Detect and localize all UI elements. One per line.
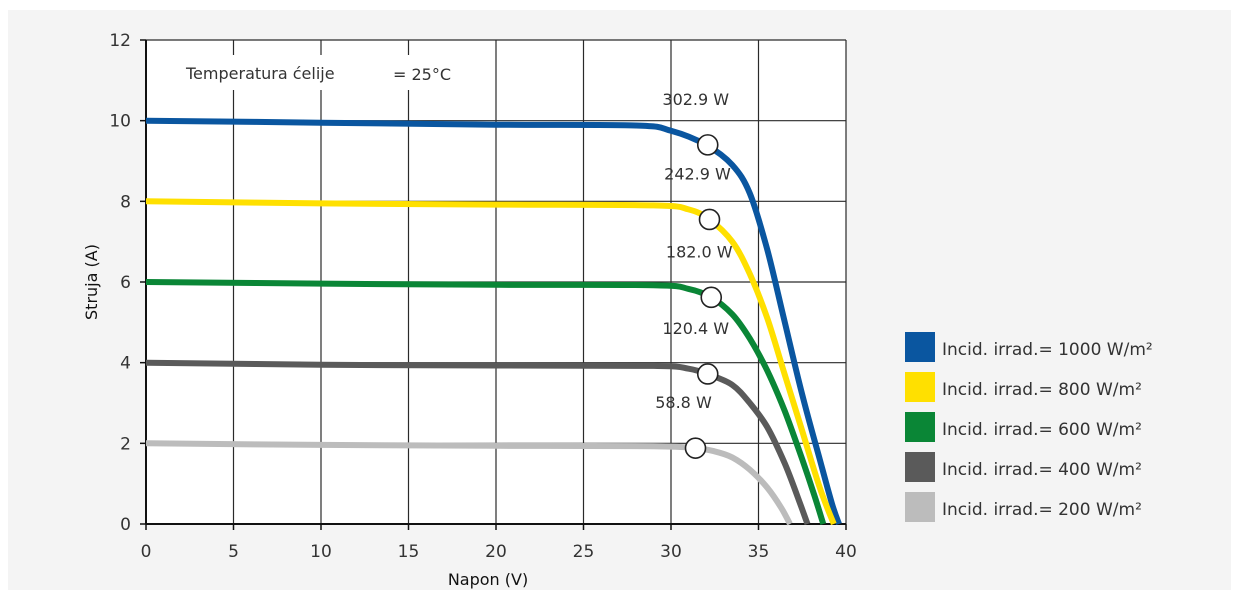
legend-label-2: Incid. irrad.= 600 W/m² <box>942 420 1142 440</box>
y-tick-label: 10 <box>109 112 131 132</box>
legend-label-4: Incid. irrad.= 200 W/m² <box>942 500 1142 520</box>
mpp-marker-4 <box>684 437 707 459</box>
mpp-label-1: 242.9 W <box>664 164 731 183</box>
mpp-marker-0 <box>696 134 719 156</box>
legend: Incid. irrad.= 1000 W/m² Incid. irrad.= 8… <box>905 332 1153 522</box>
mpp-label-3: 120.4 W <box>662 319 729 338</box>
x-tick-label: 15 <box>398 542 420 562</box>
y-tick-label: 8 <box>120 192 131 212</box>
mpp-marker-2 <box>700 286 723 309</box>
x-tick-label: 5 <box>228 542 239 562</box>
y-tick-label: 12 <box>109 31 131 51</box>
legend-swatch-3 <box>905 452 935 482</box>
annotation-value: = 25°C <box>393 65 451 84</box>
x-tick-label: 40 <box>835 542 857 562</box>
x-axis-label: Napon (V) <box>448 570 528 589</box>
legend-swatch-1 <box>905 372 935 402</box>
series-line-0 <box>145 117 842 526</box>
mpp-label-4: 58.8 W <box>655 393 712 412</box>
y-tick-label: 4 <box>120 354 131 374</box>
legend-swatch-4 <box>905 492 935 522</box>
legend-swatch-2 <box>905 412 935 442</box>
y-tick-label: 0 <box>120 515 131 535</box>
x-tick-label: 20 <box>485 542 507 562</box>
mpp-label-0: 302.9 W <box>662 90 729 109</box>
x-tick-labels: 0 5 10 15 20 25 30 35 40 <box>141 524 857 562</box>
x-tick-label: 10 <box>310 542 332 562</box>
annotation-text: Temperatura ćelije <box>185 64 335 83</box>
y-tick-label: 2 <box>120 434 131 454</box>
annotation-box <box>176 55 472 90</box>
x-tick-label: 0 <box>141 542 152 562</box>
y-tick-label: 6 <box>120 273 131 293</box>
mpp-labels: 302.9 W 242.9 W 182.0 W 120.4 W 58.8 W <box>655 90 733 412</box>
legend-swatch-0 <box>905 332 935 362</box>
x-tick-label: 30 <box>660 542 682 562</box>
y-axis-label: Struja (A) <box>82 244 101 320</box>
x-tick-label: 25 <box>573 542 595 562</box>
legend-label-0: Incid. irrad.= 1000 W/m² <box>942 340 1153 360</box>
mpp-label-2: 182.0 W <box>666 242 733 261</box>
mpp-markers <box>684 134 723 459</box>
mpp-marker-1 <box>698 208 721 231</box>
y-tick-labels: 0 2 4 6 8 10 12 <box>109 31 146 535</box>
legend-label-3: Incid. irrad.= 400 W/m² <box>942 460 1142 480</box>
legend-label-1: Incid. irrad.= 800 W/m² <box>942 380 1142 400</box>
x-tick-label: 35 <box>748 542 770 562</box>
mpp-marker-3 <box>696 363 719 385</box>
